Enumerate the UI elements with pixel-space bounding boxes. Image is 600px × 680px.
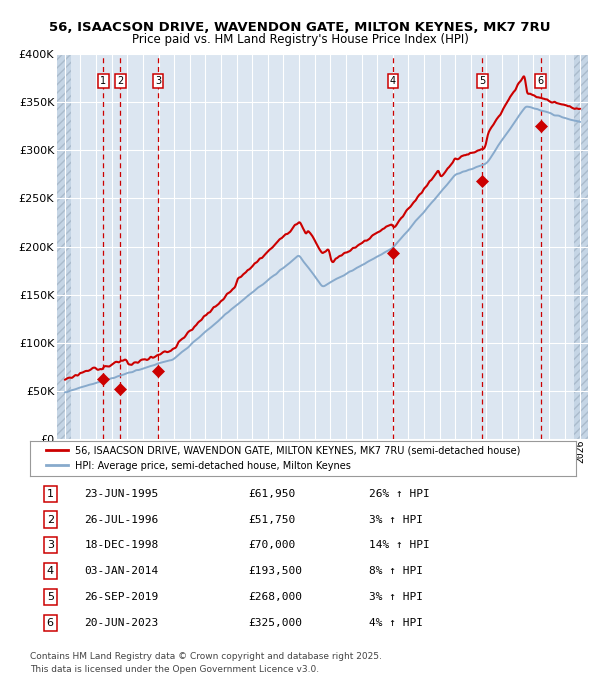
- Text: 20-JUN-2023: 20-JUN-2023: [85, 618, 159, 628]
- Text: 56, ISAACSON DRIVE, WAVENDON GATE, MILTON KEYNES, MK7 7RU: 56, ISAACSON DRIVE, WAVENDON GATE, MILTO…: [49, 20, 551, 34]
- Text: 14% ↑ HPI: 14% ↑ HPI: [368, 541, 429, 550]
- Text: 2: 2: [47, 515, 54, 524]
- Text: 4: 4: [47, 566, 54, 576]
- Text: 3% ↑ HPI: 3% ↑ HPI: [368, 592, 422, 602]
- Text: 3: 3: [155, 76, 161, 86]
- Text: 4: 4: [390, 76, 396, 86]
- Text: 26-SEP-2019: 26-SEP-2019: [85, 592, 159, 602]
- Text: £51,750: £51,750: [248, 515, 296, 524]
- Text: 5: 5: [479, 76, 485, 86]
- Text: 5: 5: [47, 592, 54, 602]
- Text: Contains HM Land Registry data © Crown copyright and database right 2025.
This d: Contains HM Land Registry data © Crown c…: [30, 652, 382, 674]
- Text: £325,000: £325,000: [248, 618, 302, 628]
- Text: £193,500: £193,500: [248, 566, 302, 576]
- Text: £70,000: £70,000: [248, 541, 296, 550]
- Text: 18-DEC-1998: 18-DEC-1998: [85, 541, 159, 550]
- Text: 3% ↑ HPI: 3% ↑ HPI: [368, 515, 422, 524]
- Bar: [574, 54, 588, 439]
- Text: 6: 6: [47, 618, 54, 628]
- Text: 23-JUN-1995: 23-JUN-1995: [85, 489, 159, 498]
- Text: 2: 2: [117, 76, 124, 86]
- Text: 1: 1: [47, 489, 54, 498]
- Legend: 56, ISAACSON DRIVE, WAVENDON GATE, MILTON KEYNES, MK7 7RU (semi-detached house),: 56, ISAACSON DRIVE, WAVENDON GATE, MILTO…: [40, 440, 527, 477]
- Text: £268,000: £268,000: [248, 592, 302, 602]
- Bar: [574, 54, 588, 439]
- Text: 3: 3: [47, 541, 54, 550]
- Text: 03-JAN-2014: 03-JAN-2014: [85, 566, 159, 576]
- Text: 8% ↑ HPI: 8% ↑ HPI: [368, 566, 422, 576]
- Bar: [57, 54, 71, 439]
- Text: Price paid vs. HM Land Registry's House Price Index (HPI): Price paid vs. HM Land Registry's House …: [131, 33, 469, 46]
- Text: 6: 6: [538, 76, 544, 86]
- Text: £61,950: £61,950: [248, 489, 296, 498]
- Bar: [57, 54, 71, 439]
- Text: 4% ↑ HPI: 4% ↑ HPI: [368, 618, 422, 628]
- Text: 26% ↑ HPI: 26% ↑ HPI: [368, 489, 429, 498]
- Text: 1: 1: [100, 76, 106, 86]
- Text: 26-JUL-1996: 26-JUL-1996: [85, 515, 159, 524]
